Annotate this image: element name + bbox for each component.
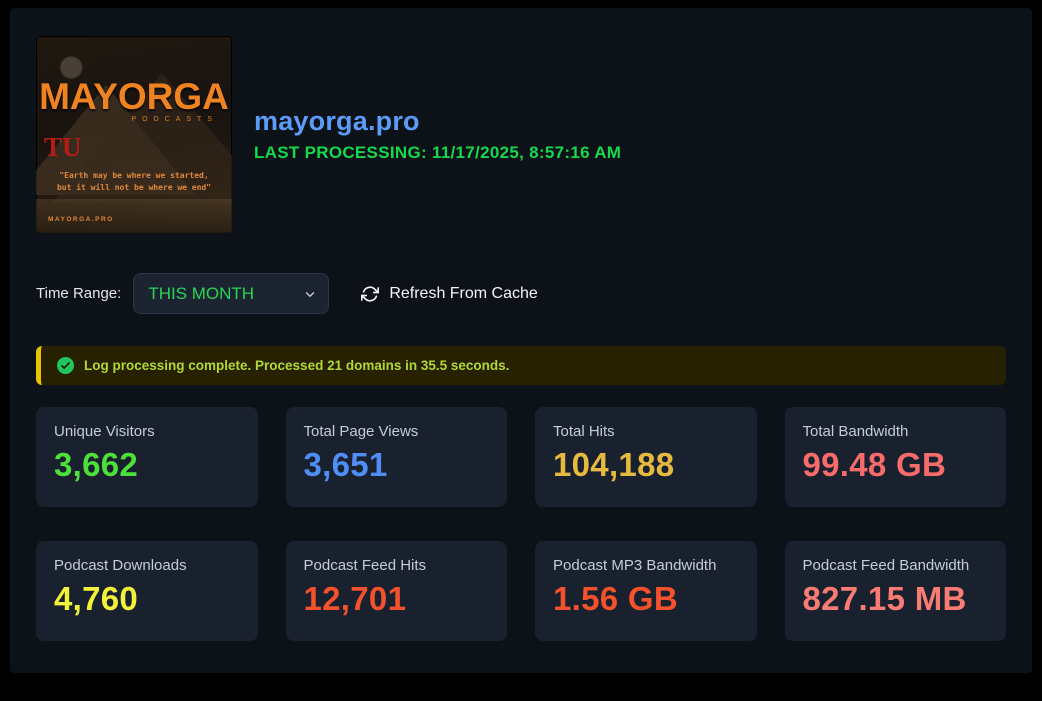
refresh-label: Refresh From Cache [389,284,538,302]
alert-message: Log processing complete. Processed 21 do… [84,358,510,373]
stat-value: 827.15 MB [802,580,967,617]
header: MAYORGA PODCASTS TU "Earth may be where … [36,36,1006,233]
stat-label: Podcast MP3 Bandwidth [553,557,717,574]
refresh-icon [361,285,380,303]
refresh-from-cache-button[interactable]: Refresh From Cache [361,285,538,303]
stat-value: 4,760 [54,580,139,617]
time-range-label: Time Range: [36,285,122,302]
stat-value: 104,188 [553,446,675,483]
status-alert: Log processing complete. Processed 21 do… [36,346,1006,385]
time-range-select[interactable]: THIS MONTH [133,273,330,314]
stat-label: Unique Visitors [54,423,155,440]
artwork-title: MAYORGA [39,76,229,117]
dashboard-panel: MAYORGA PODCASTS TU "Earth may be where … [10,8,1032,673]
stat-card-total-hits: Total Hits 104,188 [535,407,757,507]
header-text: mayorga.pro LAST PROCESSING: 11/17/2025,… [254,106,621,163]
stat-value: 3,662 [54,446,139,483]
stat-card-unique-visitors: Unique Visitors 3,662 [36,407,258,507]
stat-label: Total Bandwidth [802,423,909,440]
stat-card-podcast-feed-hits: Podcast Feed Hits 12,701 [285,541,507,641]
podcast-artwork: MAYORGA PODCASTS TU "Earth may be where … [36,36,232,233]
artwork-subtitle: PODCASTS [131,116,218,123]
check-circle-icon [57,357,74,374]
stat-label: Total Page Views [303,423,419,440]
stat-label: Podcast Downloads [54,557,187,574]
stat-label: Podcast Feed Bandwidth [802,557,970,574]
stat-value: 3,651 [303,446,388,483]
last-processing-status: LAST PROCESSING: 11/17/2025, 8:57:16 AM [254,143,622,162]
stat-label: Total Hits [553,423,615,440]
stat-value: 99.48 GB [802,446,947,483]
stat-card-total-bandwidth: Total Bandwidth 99.48 GB [784,407,1006,507]
artwork-side-text: TU [44,132,82,162]
site-title: mayorga.pro [254,106,420,136]
stat-card-podcast-downloads: Podcast Downloads 4,760 [36,541,258,641]
artwork-pyramid-shape [52,73,232,203]
stat-card-podcast-feed-bandwidth: Podcast Feed Bandwidth 827.15 MB [784,541,1006,641]
stat-value: 1.56 GB [553,580,678,617]
artwork-ground-shape [36,199,232,233]
artwork-quote: "Earth may be where we started, but it w… [56,171,212,192]
stat-card-podcast-mp3-bandwidth: Podcast MP3 Bandwidth 1.56 GB [535,541,757,641]
stat-value: 12,701 [303,580,407,617]
time-range-select-wrap: THIS MONTH [133,273,330,314]
artwork-footer: MAYORGA.PRO [48,216,114,223]
stats-grid: Unique Visitors 3,662 Total Page Views 3… [36,407,1006,641]
controls-row: Time Range: THIS MONTH Refresh From Cach… [36,273,1006,314]
stat-label: Podcast Feed Hits [303,557,427,574]
stat-card-total-page-views: Total Page Views 3,651 [285,407,507,507]
